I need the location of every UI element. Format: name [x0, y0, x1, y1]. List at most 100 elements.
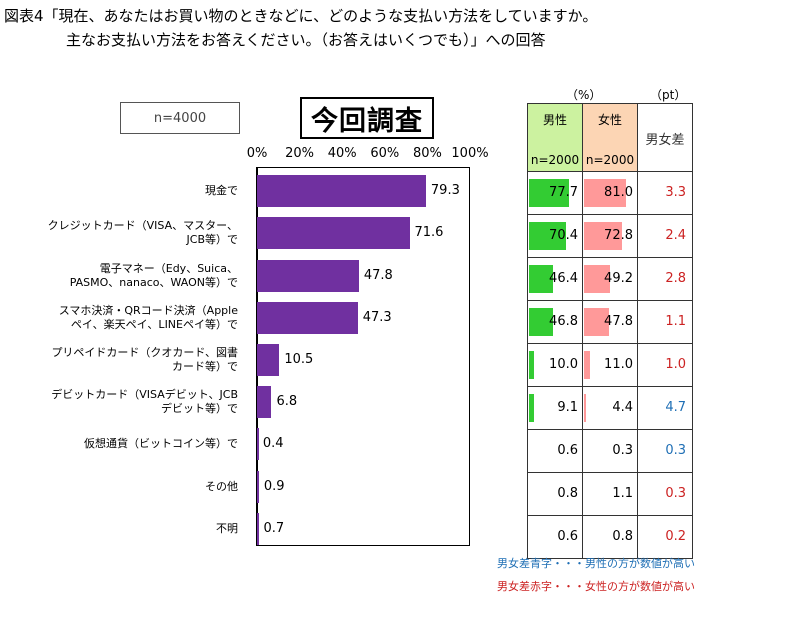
category-label: クレジットカード（VISA、マスター、 JCB等）で [28, 213, 238, 253]
female-fill [584, 179, 627, 207]
category-label-line: 不明 [216, 521, 238, 535]
category-label-line: 仮想通貨（ビットコイン等）で [84, 437, 238, 451]
chart-title-line1: 図表4「現在、あなたはお買い物のときなどに、どのような支払い方法をしていますか。 [4, 7, 598, 25]
diff-value: 4.7 [665, 400, 686, 415]
category-label: プリペイドカード（クオカード、図書 カード等）で [28, 340, 238, 380]
category-label: 現金で [28, 171, 238, 211]
female-value: 81.0 [604, 185, 633, 200]
male-header: 男性 n=2000 [527, 103, 583, 172]
male-value: 0.6 [557, 529, 578, 544]
unit-percent: （%） [566, 88, 602, 102]
survey-label: 今回調査 [300, 97, 434, 139]
bar-value-label: 0.7 [263, 520, 285, 536]
male-cell: 77.7 [527, 171, 583, 215]
table-header-row: 男性 n=2000 女性 n=2000 男女差 [527, 103, 693, 172]
female-n-label: n=2000 [585, 152, 635, 167]
table-row: 0.6 0.8 0.2 [527, 515, 693, 559]
female-header: 女性 n=2000 [582, 103, 638, 172]
female-value: 72.8 [604, 228, 633, 243]
diff-cell: 4.7 [637, 386, 693, 430]
category-label-line: 現金で [205, 184, 238, 198]
bar [257, 512, 259, 545]
table-body: 77.7 81.0 3.3 70.4 72.8 2.4 46.4 49.2 2.8 46.8 47.… [527, 171, 693, 559]
male-fill [529, 308, 554, 336]
male-cell: 46.8 [527, 300, 583, 344]
table-row: 0.6 0.3 0.3 [527, 429, 693, 473]
diff-cell: 1.0 [637, 343, 693, 387]
diff-value: 0.2 [665, 529, 686, 544]
female-value: 4.4 [612, 400, 633, 415]
female-cell: 49.2 [582, 257, 638, 301]
male-value: 46.4 [549, 271, 578, 286]
gender-table: 男性 n=2000 女性 n=2000 男女差 77.7 81.0 3.3 70.4 7… [527, 103, 693, 559]
female-cell: 47.8 [582, 300, 638, 344]
female-value: 49.2 [604, 271, 633, 286]
bar [257, 470, 259, 503]
diff-header-label: 男女差 [645, 133, 685, 148]
female-value: 47.8 [604, 314, 633, 329]
female-fill [584, 394, 587, 422]
diff-value: 1.0 [665, 357, 686, 372]
male-fill [529, 351, 535, 379]
sample-size-label: n=4000 [120, 102, 240, 134]
female-cell: 1.1 [582, 472, 638, 516]
table-row: 46.4 49.2 2.8 [527, 257, 693, 301]
category-label-line: 電子マネー（Edy、Suica、 [99, 261, 238, 275]
diff-cell: 3.3 [637, 171, 693, 215]
male-fill [529, 222, 566, 250]
x-tick-label: 60% [370, 146, 400, 161]
female-cell: 11.0 [582, 343, 638, 387]
unit-point: （pt） [650, 88, 687, 102]
category-label: スマホ決済・QRコード決済（Apple ペイ、楽天ペイ、LINEペイ等）で [28, 298, 238, 338]
female-fill [584, 222, 622, 250]
male-cell: 70.4 [527, 214, 583, 258]
bar-value-label: 0.4 [262, 436, 284, 452]
x-tick-label: 100% [451, 146, 489, 161]
x-tick-label: 80% [412, 146, 442, 161]
female-value: 1.1 [612, 486, 633, 501]
male-value: 70.4 [549, 228, 578, 243]
diff-value: 2.8 [665, 271, 686, 286]
diff-cell: 1.1 [637, 300, 693, 344]
female-fill [584, 265, 610, 293]
female-cell: 0.8 [582, 515, 638, 559]
bar [257, 428, 259, 461]
category-label-line: デビット等）で [161, 402, 238, 416]
x-tick-label: 40% [327, 146, 357, 161]
legend-red: 男女差赤字・・・女性の方が数値が高い [497, 580, 695, 593]
male-fill [529, 394, 534, 422]
bar-value-label: 71.6 [414, 225, 444, 241]
diff-cell: 0.3 [637, 429, 693, 473]
male-n-label: n=2000 [530, 152, 580, 167]
male-cell: 0.8 [527, 472, 583, 516]
female-value: 11.0 [604, 357, 633, 372]
bar [257, 175, 426, 208]
diff-cell: 2.8 [637, 257, 693, 301]
female-cell: 81.0 [582, 171, 638, 215]
male-value: 9.1 [557, 400, 578, 415]
male-cell: 9.1 [527, 386, 583, 430]
male-value: 0.6 [557, 443, 578, 458]
male-value: 46.8 [549, 314, 578, 329]
category-label-line: プリペイドカード（クオカード、図書 [51, 345, 238, 359]
female-cell: 4.4 [582, 386, 638, 430]
diff-value: 3.3 [665, 185, 686, 200]
bar [257, 217, 410, 250]
female-fill [584, 351, 590, 379]
female-value: 0.8 [612, 529, 633, 544]
category-label-line: カード等）で [172, 359, 238, 373]
category-label: デビットカード（VISAデビット、JCB デビット等）で [28, 382, 238, 422]
category-label-line: デビットカード（VISAデビット、JCB [51, 388, 238, 402]
legend-blue: 男女差青字・・・男性の方が数値が高い [497, 557, 695, 570]
male-fill [529, 179, 570, 207]
category-label: 不明 [28, 509, 238, 549]
category-label: その他 [28, 467, 238, 507]
diff-value: 0.3 [665, 486, 686, 501]
category-label-line: その他 [205, 479, 238, 493]
x-tick-label: 0% [246, 146, 268, 161]
bar [257, 301, 358, 334]
bar-value-label: 47.8 [363, 267, 393, 283]
category-label: 電子マネー（Edy、Suica、 PASMO、nanaco、WAON等）で [28, 256, 238, 296]
category-label-line: ペイ、楽天ペイ、LINEペイ等）で [70, 317, 238, 331]
category-label: 仮想通貨（ビットコイン等）で [28, 424, 238, 464]
